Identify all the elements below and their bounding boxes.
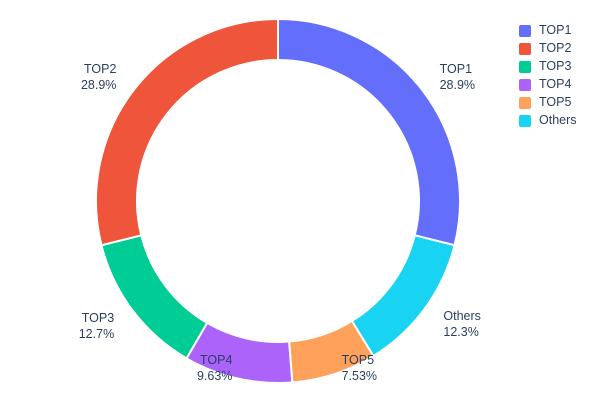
pie-slice-top3[interactable] <box>100 234 209 360</box>
legend-label: TOP1 <box>539 23 572 37</box>
slice-label-top3: TOP3 12.7% <box>79 311 115 341</box>
legend-label: TOP2 <box>539 41 572 55</box>
pie-slice-top2[interactable] <box>95 17 279 247</box>
legend-swatch <box>519 78 531 91</box>
slice-label-top1: TOP1 28.9% <box>440 62 475 92</box>
legend-item-others[interactable]: Others <box>519 114 577 127</box>
legend-swatch <box>519 60 531 73</box>
legend-item-top3[interactable]: TOP3 <box>519 60 577 73</box>
legend-swatch <box>519 114 531 127</box>
slice-label-top2: TOP2 28.9% <box>81 62 117 92</box>
legend-item-top5[interactable]: TOP5 <box>519 96 577 109</box>
legend-item-top2[interactable]: TOP2 <box>519 42 577 55</box>
legend-label: Others <box>539 113 577 127</box>
legend: TOP1 TOP2 TOP3 TOP4 TOP5 Others <box>519 24 577 127</box>
legend-swatch <box>519 42 531 55</box>
legend-item-top4[interactable]: TOP4 <box>519 78 577 91</box>
legend-item-top1[interactable]: TOP1 <box>519 24 577 37</box>
legend-label: TOP3 <box>539 59 572 73</box>
slice-label-top5: TOP5 7.53% <box>342 353 377 383</box>
legend-label: TOP4 <box>539 77 572 91</box>
slice-label-others: Others 12.3% <box>443 309 481 339</box>
legend-swatch <box>519 24 531 37</box>
pie-slice-top1[interactable] <box>277 17 461 247</box>
pie-slice-others[interactable] <box>350 234 456 358</box>
legend-swatch <box>519 96 531 109</box>
slice-label-top4: TOP4 9.63% <box>197 353 233 383</box>
legend-label: TOP5 <box>539 95 572 109</box>
